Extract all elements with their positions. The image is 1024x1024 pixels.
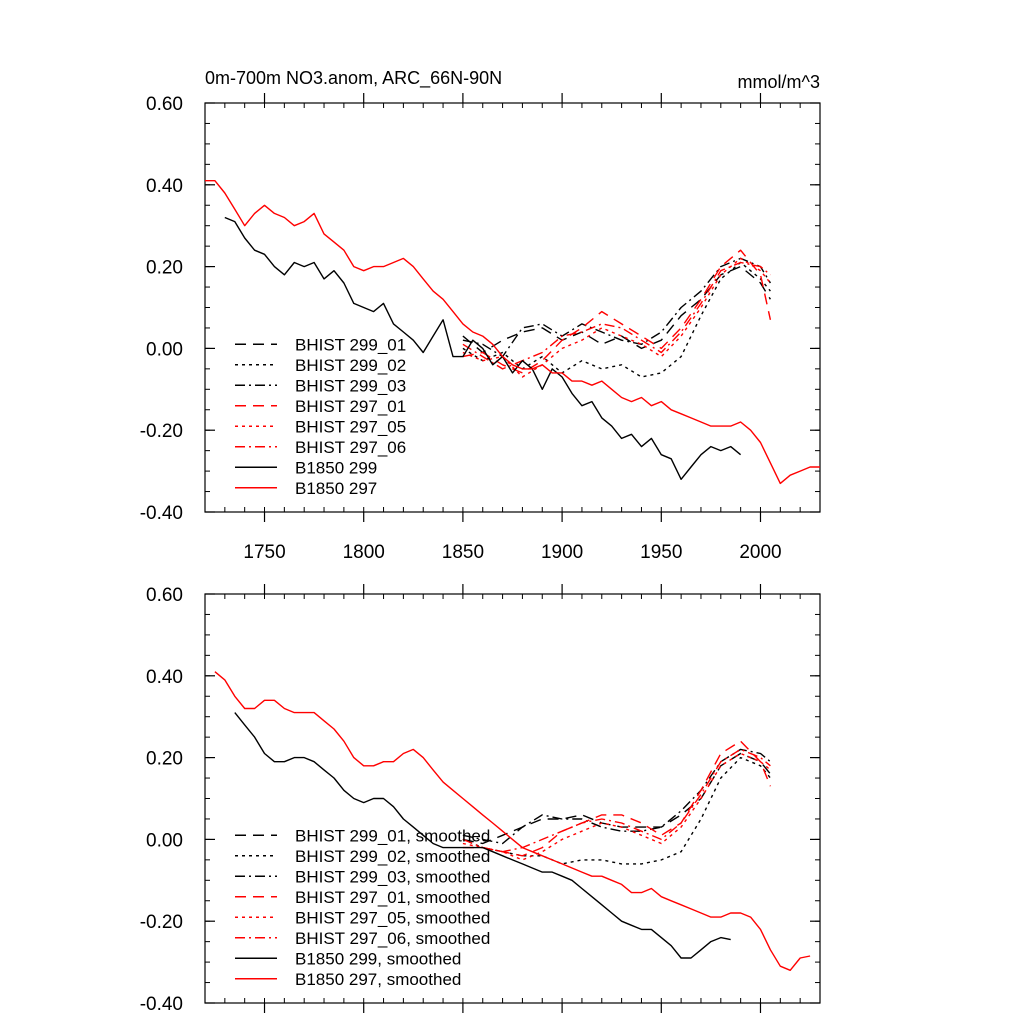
legend-label: BHIST 297_01, smoothed [295, 888, 490, 907]
legend-label: BHIST 297_06 [295, 438, 406, 457]
legend-label: B1850 299, smoothed [295, 949, 461, 968]
legend-label: BHIST 299_03 [295, 376, 406, 395]
y-tick-label: -0.40 [140, 994, 183, 1015]
legend-label: BHIST 299_01, smoothed [295, 826, 490, 845]
y-tick-label: 0.60 [146, 585, 183, 606]
legend-label: B1850 297, smoothed [295, 970, 461, 989]
legend-label: BHIST 299_03, smoothed [295, 867, 490, 886]
x-tick-label: 1950 [640, 542, 682, 563]
y-tick-label: -0.20 [140, 912, 183, 933]
y-tick-label: 0.60 [146, 94, 183, 115]
series-line [462, 265, 771, 354]
series-line [462, 756, 771, 865]
series-line [224, 216, 742, 480]
x-tick-label: 1800 [343, 542, 385, 563]
y-tick-label: 0.20 [146, 258, 183, 279]
y-tick-label: 0.00 [146, 830, 183, 851]
y-tick-label: -0.40 [140, 503, 183, 524]
legend-label: BHIST 297_06, smoothed [295, 929, 490, 948]
legend-label: BHIST 299_02 [295, 356, 406, 375]
series-line [462, 748, 771, 845]
x-tick-label: 2000 [739, 542, 781, 563]
series-line [462, 249, 772, 374]
bottom-panel: -0.40 -0.20 0.00 0.20 0.40 0.60 BHIST 299_01, … [140, 584, 821, 1015]
legend-label: BHIST 299_01 [295, 335, 406, 354]
legend-label: BHIST 297_05 [295, 417, 406, 436]
series-line [462, 261, 771, 378]
y-tick-label: -0.20 [140, 421, 183, 442]
series-line [462, 748, 771, 853]
y-tick-label: 0.40 [146, 176, 183, 197]
y-tick-label: 0.40 [146, 667, 183, 688]
legend-label: BHIST 297_01 [295, 397, 406, 416]
series-line [234, 712, 731, 959]
series-line [205, 180, 820, 485]
x-tick-label: 1750 [243, 542, 285, 563]
series-line [462, 752, 771, 861]
series-line [462, 740, 772, 857]
y-tick-label: 0.20 [146, 749, 183, 770]
units-label: mmol/m^3 [738, 72, 820, 92]
x-tick-label: 1900 [541, 542, 583, 563]
legend-label: B1850 297 [295, 479, 377, 498]
x-tick-label: 1850 [442, 542, 484, 563]
series-line [462, 261, 771, 370]
chart-title: 0m-700m NO3.anom, ARC_66N-90N [205, 68, 502, 89]
y-tick-label: 0.00 [146, 339, 183, 360]
series-line [214, 671, 811, 971]
legend-label: B1850 299 [295, 458, 377, 477]
series-line [462, 257, 771, 358]
legend-label: BHIST 299_02, smoothed [295, 847, 490, 866]
top-panel: -0.40 -0.20 0.00 0.20 0.40 0.60 1750 1800 1850 19… [140, 93, 821, 563]
legend-label: BHIST 297_05, smoothed [295, 908, 490, 927]
